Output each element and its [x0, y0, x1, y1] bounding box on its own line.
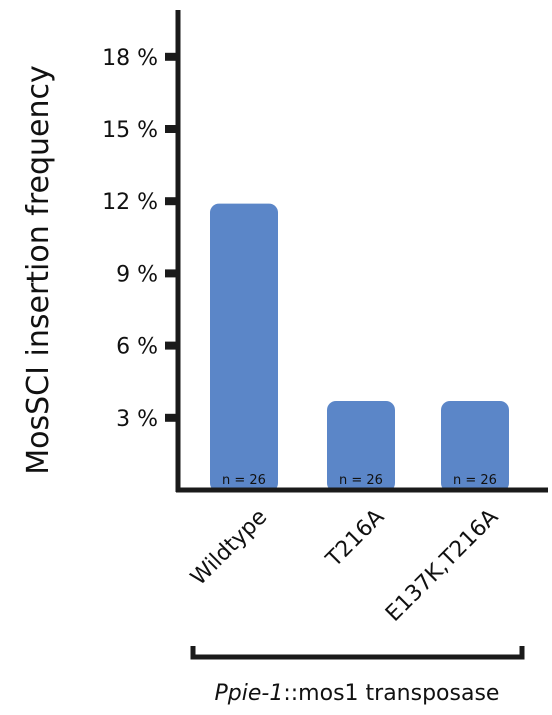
y-tick-label: 15 %: [102, 118, 158, 143]
y-tick-label: 6 %: [116, 335, 158, 360]
category-label: T216A: [321, 505, 389, 573]
bars: n = 26 n = 26 n = 26: [210, 203, 509, 492]
n-label: n = 26: [453, 473, 497, 488]
n-label: n = 26: [222, 473, 266, 488]
y-tick-label: 3 %: [116, 407, 158, 432]
bar: [327, 400, 395, 492]
group-bracket: [190, 646, 525, 660]
category-label: Wildtype: [186, 505, 272, 591]
bar: [441, 400, 509, 492]
n-label: n = 26: [339, 473, 383, 488]
y-axis-label: MosSCI insertion frequency: [21, 65, 56, 474]
y-tick-label: 12 %: [102, 190, 158, 215]
group-label: Ppie-1::mos1 transposase: [215, 681, 500, 706]
y-tick-label: 9 %: [116, 262, 158, 287]
y-tick-label: 18 %: [102, 46, 158, 71]
group-label-rest: ::mos1 transposase: [283, 681, 499, 706]
bar: [210, 203, 278, 492]
group-label-italic: Ppie-1: [215, 681, 284, 706]
y-ticks: 3 % 6 % 9 % 12 % 15 % 18 %: [102, 46, 176, 432]
category-label: E137K,T216A: [381, 505, 503, 627]
